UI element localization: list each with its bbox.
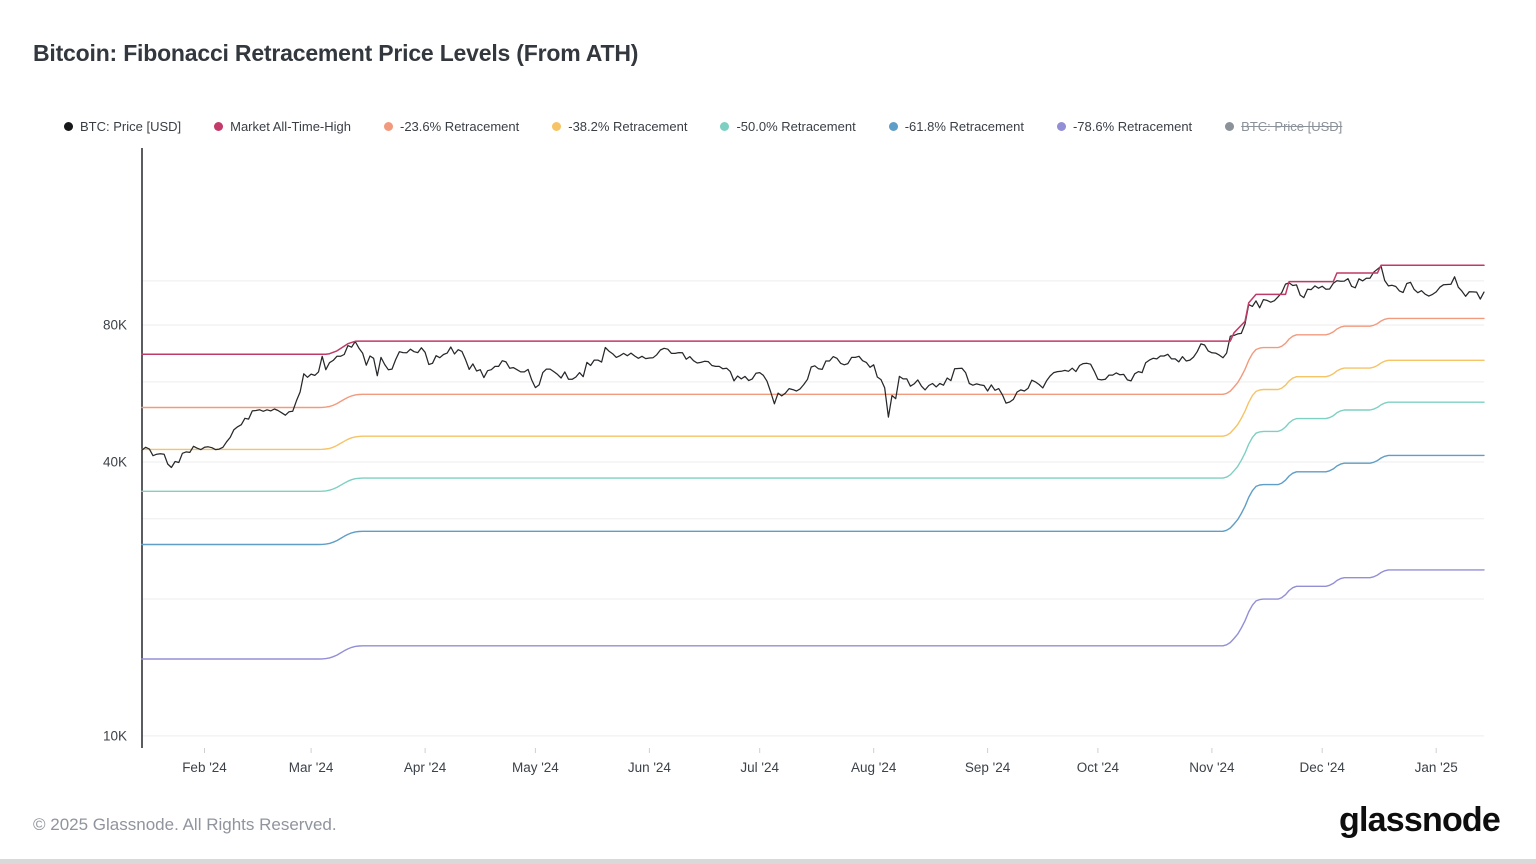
legend-marker-icon: [214, 122, 224, 131]
legend-item-7[interactable]: BTC: Price [USD]: [1225, 119, 1342, 134]
x-tick-label: May '24: [512, 760, 559, 775]
legend-marker-icon: [1056, 122, 1066, 131]
series-line-ret-786: [141, 569, 1485, 660]
x-tick-label: Aug '24: [851, 760, 897, 775]
series-line-btc-price: [141, 265, 1485, 469]
x-tick-label: Jul '24: [740, 760, 779, 775]
x-tick-label: Oct '24: [1077, 760, 1120, 775]
legend-item-5[interactable]: -61.8% Retracement: [888, 119, 1024, 134]
legend-item-label: -61.8% Retracement: [904, 119, 1024, 134]
x-tick-label: Jun '24: [628, 760, 672, 775]
x-tick-label: Sep '24: [965, 760, 1011, 775]
legend-item-label: -78.6% Retracement: [1072, 119, 1193, 134]
series-line-ath: [141, 264, 1485, 356]
legend-item-label: -38.2% Retracement: [568, 119, 688, 134]
glassnode-logo: glassnode: [1339, 801, 1501, 839]
x-tick-label: Feb '24: [182, 760, 227, 775]
x-tick-label: Mar '24: [289, 760, 334, 775]
x-tick-label: Dec '24: [1300, 760, 1346, 775]
y-axis-label: 80K: [103, 318, 127, 333]
legend-marker-icon: [1225, 122, 1235, 131]
legend-item-2[interactable]: -23.6% Retracement: [384, 119, 519, 134]
legend-item-label: -23.6% Retracement: [400, 119, 520, 134]
legend-marker-icon: [888, 122, 898, 131]
legend-item-4[interactable]: -50.0% Retracement: [720, 119, 856, 134]
legend-item-label: BTC: Price [USD]: [1241, 119, 1343, 134]
legend-item-label: Market All-Time-High: [230, 119, 351, 134]
x-tick-label: Apr '24: [404, 760, 447, 775]
legend-marker-icon: [384, 122, 393, 131]
legend-item-0[interactable]: BTC: Price [USD]: [64, 119, 181, 134]
legend-item-3[interactable]: -38.2% Retracement: [552, 119, 687, 134]
legend-item-1[interactable]: Market All-Time-High: [214, 119, 351, 134]
y-axis-label: 40K: [103, 455, 127, 470]
legend-marker-icon: [64, 122, 73, 131]
series-line-ret-382: [141, 359, 1485, 451]
series-line-ret-500: [141, 401, 1485, 492]
legend-item-label: BTC: Price [USD]: [80, 119, 182, 134]
legend-item-label: -50.0% Retracement: [736, 119, 856, 134]
chart-title: Bitcoin: Fibonacci Retracement Price Lev…: [33, 40, 639, 66]
series-line-ret-618: [141, 454, 1485, 546]
legend-marker-icon: [552, 122, 562, 131]
y-axis-label: 10K: [103, 728, 127, 743]
x-tick-label: Jan '25: [1415, 760, 1458, 775]
legend: BTC: Price [USD] Market All-Time-High -23.…: [64, 119, 1496, 134]
x-tick-label: Nov '24: [1189, 760, 1235, 775]
copyright-text: © 2025 Glassnode. All Rights Reserved.: [33, 815, 337, 834]
legend-item-6[interactable]: -78.6% Retracement: [1056, 119, 1193, 134]
bottom-strip: [0, 859, 1536, 864]
legend-marker-icon: [720, 122, 730, 131]
series-line-ret-236: [141, 317, 1485, 409]
